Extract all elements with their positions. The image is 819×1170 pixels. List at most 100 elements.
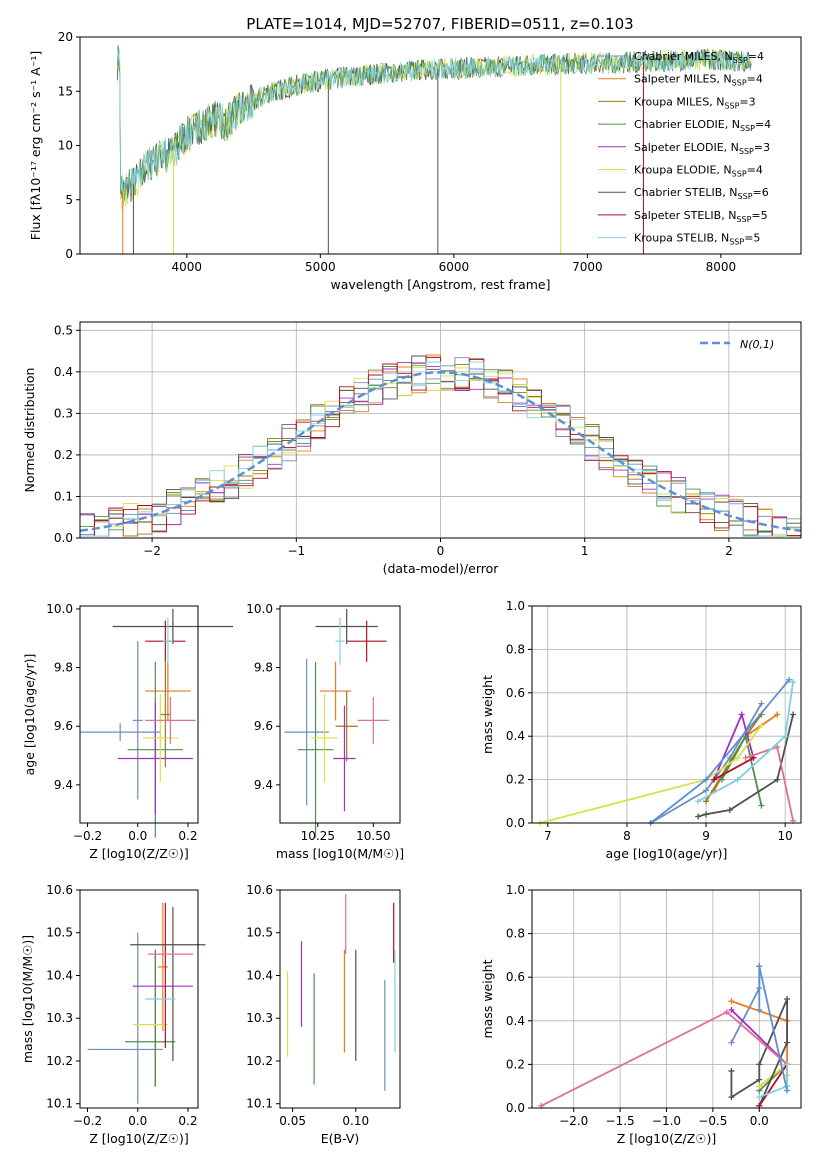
plus-marker bbox=[774, 711, 781, 718]
legend-entry: Chabrier MILES, NSSP=4 bbox=[634, 50, 764, 65]
x-tick-label: 6000 bbox=[439, 260, 470, 274]
x-tick-label: 0.0 bbox=[128, 829, 147, 843]
legend-entry: N(0,1) bbox=[740, 338, 774, 351]
legend-entry: Chabrier ELODIE, NSSP=4 bbox=[634, 118, 771, 133]
y-tick-label: 10.6 bbox=[46, 883, 73, 897]
plus-marker bbox=[756, 1094, 763, 1101]
mass-weight-series bbox=[730, 966, 761, 1044]
x-tick-label: 9 bbox=[702, 829, 710, 843]
massweight-vs-z-marks bbox=[538, 963, 791, 1109]
y-tick-label: 10.5 bbox=[46, 926, 73, 940]
data-point bbox=[132, 641, 143, 800]
y-tick-label: 0.8 bbox=[506, 642, 525, 656]
data-point bbox=[357, 696, 389, 744]
y-tick-label: 0.6 bbox=[506, 686, 525, 700]
plus-marker bbox=[718, 776, 725, 783]
massweight-vs-age-ylabel: mass weight bbox=[480, 675, 495, 754]
mass-vs-ebv-xlabel: E(B-V) bbox=[321, 1131, 360, 1146]
y-tick-label: 10.2 bbox=[46, 1054, 73, 1068]
gaussian-curve bbox=[79, 371, 802, 532]
residuals-ylabel: Normed distribution bbox=[22, 368, 37, 493]
plus-marker bbox=[758, 700, 765, 707]
x-tick-label: 8000 bbox=[706, 260, 737, 274]
figure-title: PLATE=1014, MJD=52707, FIBERID=0511, z=0… bbox=[246, 15, 633, 33]
plus-marker bbox=[703, 811, 710, 818]
y-tick-label: 9.6 bbox=[54, 719, 73, 733]
mass-vs-ebv-panel: 0.05 0.10 10.1 10.2 10.3 10.4 10.5 10.6 E(B-V) bbox=[246, 883, 401, 1146]
plus-marker bbox=[758, 722, 765, 729]
y-tick-label: 20 bbox=[58, 30, 73, 44]
residuals-marks bbox=[79, 354, 802, 537]
plus-marker bbox=[784, 996, 791, 1002]
y-tick-label: 10.2 bbox=[246, 1054, 273, 1068]
mass-weight-series bbox=[758, 966, 788, 1091]
x-tick-label: 0 bbox=[437, 544, 445, 558]
y-tick-label: 15 bbox=[58, 84, 73, 98]
mass-weight-series bbox=[713, 757, 754, 781]
mass-weight-series bbox=[539, 724, 763, 824]
mass-vs-z-marks bbox=[87, 902, 206, 1104]
x-tick-label: 8 bbox=[623, 829, 631, 843]
legend-entry: Salpeter MILES, NSSP=4 bbox=[634, 73, 763, 88]
spectrum-marks bbox=[117, 44, 752, 254]
x-tick-label: 0.2 bbox=[178, 1114, 197, 1128]
plus-marker bbox=[774, 744, 781, 751]
y-tick-label: 10 bbox=[58, 139, 73, 153]
x-tick-label: 0.0 bbox=[128, 1114, 147, 1128]
x-tick-label: 4000 bbox=[172, 260, 203, 274]
data-point bbox=[112, 608, 234, 645]
x-tick-label: 5000 bbox=[305, 260, 336, 274]
y-tick-label: 9.4 bbox=[54, 778, 73, 792]
plus-marker bbox=[695, 813, 702, 820]
y-tick-label: 1.0 bbox=[506, 883, 525, 897]
data-point bbox=[157, 902, 168, 1032]
legend-entry: Kroupa STELIB, NSSP=5 bbox=[634, 232, 760, 247]
plus-marker bbox=[784, 1039, 791, 1046]
x-tick-label: 10.25 bbox=[301, 829, 335, 843]
y-tick-label: 0.2 bbox=[506, 773, 525, 787]
y-tick-label: 0.3 bbox=[54, 406, 73, 420]
plus-marker bbox=[703, 787, 710, 794]
x-tick-label: −2 bbox=[143, 544, 161, 558]
plus-marker bbox=[784, 1061, 791, 1068]
x-tick-label: −0.5 bbox=[698, 1114, 727, 1128]
plus-marker bbox=[756, 1006, 763, 1013]
x-tick-label: 0.05 bbox=[279, 1114, 306, 1128]
age-vs-z-xlabel: Z [log10(Z/Z☉)] bbox=[89, 846, 189, 861]
plus-marker bbox=[723, 1009, 730, 1016]
y-tick-label: 1.0 bbox=[506, 599, 525, 613]
histogram-series bbox=[80, 366, 801, 537]
spectrum-legend: Chabrier MILES, NSSP=4 Salpeter MILES, NS… bbox=[598, 50, 771, 247]
x-tick-label: 7 bbox=[544, 829, 552, 843]
mass-vs-z-panel: −0.2 0.0 0.2 10.1 10.2 10.3 10.4 10.5 10.6 Z [log… bbox=[20, 883, 206, 1146]
plus-marker bbox=[734, 776, 741, 783]
plus-marker bbox=[703, 776, 710, 783]
data-point bbox=[117, 702, 193, 815]
legend-entry: Chabrier STELIB, NSSP=6 bbox=[634, 186, 769, 201]
data-point bbox=[320, 661, 352, 721]
age-vs-mass-marks bbox=[284, 608, 389, 838]
data-point bbox=[311, 693, 338, 782]
y-tick-label: 0.0 bbox=[506, 1101, 525, 1115]
age-vs-mass-xlabel: mass [log10(M/M☉)] bbox=[276, 846, 404, 861]
data-point bbox=[162, 617, 173, 665]
y-tick-label: 0.5 bbox=[54, 323, 73, 337]
mass-vs-ebv-frame bbox=[279, 889, 401, 1109]
mass-weight-series bbox=[540, 1011, 788, 1107]
age-vs-mass-frame bbox=[279, 605, 401, 824]
x-tick-label: 1 bbox=[581, 544, 589, 558]
data-point bbox=[346, 620, 387, 662]
data-point bbox=[315, 608, 378, 645]
y-tick-label: 0.0 bbox=[54, 531, 73, 545]
x-tick-label: −1 bbox=[287, 544, 305, 558]
y-tick-label: 0 bbox=[65, 247, 73, 261]
x-tick-label: 10 bbox=[778, 829, 793, 843]
plus-marker bbox=[726, 806, 733, 813]
mass-vs-z-frame bbox=[79, 889, 199, 1109]
massweight-vs-age-xlabel: age [log10(age/yr)] bbox=[606, 846, 728, 861]
massweight-vs-age-frame bbox=[531, 605, 802, 824]
y-tick-label: 10.5 bbox=[246, 926, 273, 940]
y-tick-label: 10.1 bbox=[246, 1097, 273, 1111]
massweight-vs-age-panel: 7 8 9 10 0.0 0.2 0.4 0.6 0.8 1.0 age [log10(age/yr… bbox=[480, 599, 802, 861]
